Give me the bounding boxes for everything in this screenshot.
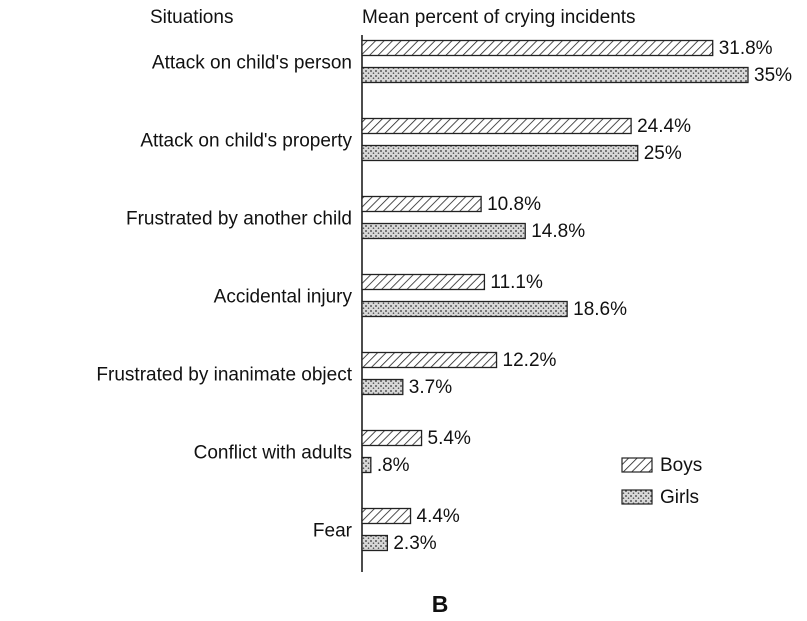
- value-label: 11.1%: [490, 272, 543, 293]
- legend-swatch: [621, 489, 653, 505]
- bar: [361, 456, 372, 474]
- bar: [361, 144, 639, 162]
- value-label: 35%: [754, 65, 792, 86]
- bar: [361, 300, 568, 318]
- legend-label: Girls: [660, 487, 699, 508]
- bar: [361, 39, 714, 57]
- bar: [361, 117, 632, 135]
- legend-label: Boys: [660, 455, 702, 476]
- category-label: Frustrated by another child: [126, 209, 352, 230]
- bar: [361, 507, 412, 525]
- category-label: Accidental injury: [214, 287, 353, 308]
- value-label: 4.4%: [417, 506, 460, 527]
- value-label: 12.2%: [503, 350, 557, 371]
- value-label: 3.7%: [409, 377, 452, 398]
- legend-swatch: [621, 457, 653, 473]
- bar: [361, 195, 482, 213]
- category-label: Fear: [313, 521, 353, 542]
- caption: B: [432, 591, 449, 617]
- category-axis-title: Situations: [150, 7, 233, 28]
- bar: [361, 351, 498, 369]
- category-label: Conflict with adults: [194, 443, 352, 464]
- bar: [361, 66, 749, 84]
- category-label: Frustrated by inanimate object: [96, 365, 352, 386]
- bar: [361, 378, 404, 396]
- value-label: 10.8%: [487, 194, 541, 215]
- category-label: Attack on child's property: [140, 131, 352, 152]
- bar: [361, 429, 423, 447]
- bar: [361, 534, 389, 552]
- value-label: 5.4%: [428, 428, 471, 449]
- value-label: 24.4%: [637, 116, 691, 137]
- bar: [361, 222, 526, 240]
- bar: [361, 273, 486, 291]
- value-label: 31.8%: [719, 38, 773, 59]
- category-label: Attack on child's person: [152, 53, 352, 74]
- value-label: .8%: [377, 455, 410, 476]
- value-axis-title: Mean percent of crying incidents: [362, 7, 636, 28]
- value-label: 2.3%: [393, 533, 436, 554]
- value-label: 18.6%: [573, 299, 627, 320]
- value-label: 25%: [644, 143, 682, 164]
- value-label: 14.8%: [531, 221, 585, 242]
